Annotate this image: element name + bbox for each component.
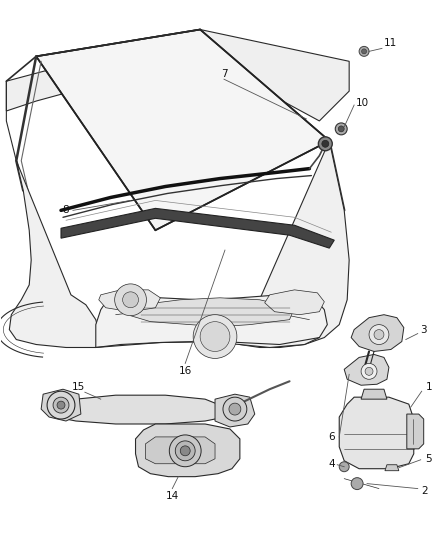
Text: 4: 4 [328, 459, 335, 469]
Polygon shape [41, 389, 81, 421]
Polygon shape [7, 29, 349, 121]
Circle shape [115, 284, 146, 316]
Circle shape [53, 397, 69, 413]
Polygon shape [344, 354, 389, 385]
Polygon shape [265, 290, 324, 314]
Polygon shape [61, 208, 334, 248]
Text: 11: 11 [384, 38, 398, 49]
Polygon shape [135, 424, 240, 477]
Circle shape [229, 403, 241, 415]
Polygon shape [56, 395, 225, 424]
Polygon shape [36, 29, 329, 230]
Circle shape [365, 367, 373, 375]
Polygon shape [9, 160, 101, 348]
Circle shape [318, 137, 332, 151]
Polygon shape [361, 389, 387, 399]
Text: 14: 14 [166, 490, 179, 500]
Circle shape [361, 364, 377, 379]
Circle shape [335, 123, 347, 135]
Circle shape [47, 391, 75, 419]
Circle shape [193, 314, 237, 358]
Polygon shape [99, 290, 160, 312]
Circle shape [374, 329, 384, 340]
Text: 1: 1 [425, 382, 432, 392]
Polygon shape [339, 397, 414, 469]
Polygon shape [131, 298, 294, 327]
Polygon shape [215, 394, 255, 427]
Circle shape [359, 46, 369, 56]
Circle shape [180, 446, 190, 456]
Text: 8: 8 [63, 205, 69, 215]
Polygon shape [145, 437, 215, 464]
Circle shape [175, 441, 195, 461]
Text: 15: 15 [72, 382, 85, 392]
Circle shape [338, 126, 344, 132]
Polygon shape [351, 314, 404, 351]
Circle shape [200, 321, 230, 351]
Circle shape [369, 325, 389, 344]
Circle shape [362, 49, 367, 54]
Circle shape [322, 140, 329, 147]
Polygon shape [407, 414, 424, 449]
Circle shape [170, 435, 201, 467]
Circle shape [351, 478, 363, 490]
Text: 6: 6 [328, 432, 335, 442]
Circle shape [57, 401, 65, 409]
Text: 16: 16 [179, 366, 192, 376]
Text: 5: 5 [425, 454, 432, 464]
Circle shape [223, 397, 247, 421]
Polygon shape [385, 465, 399, 471]
Text: 3: 3 [420, 325, 427, 335]
Text: 10: 10 [356, 98, 369, 108]
Polygon shape [240, 141, 349, 348]
Text: 2: 2 [421, 486, 428, 496]
Polygon shape [96, 295, 327, 348]
Text: 7: 7 [221, 69, 227, 79]
Circle shape [339, 462, 349, 472]
Circle shape [123, 292, 138, 308]
